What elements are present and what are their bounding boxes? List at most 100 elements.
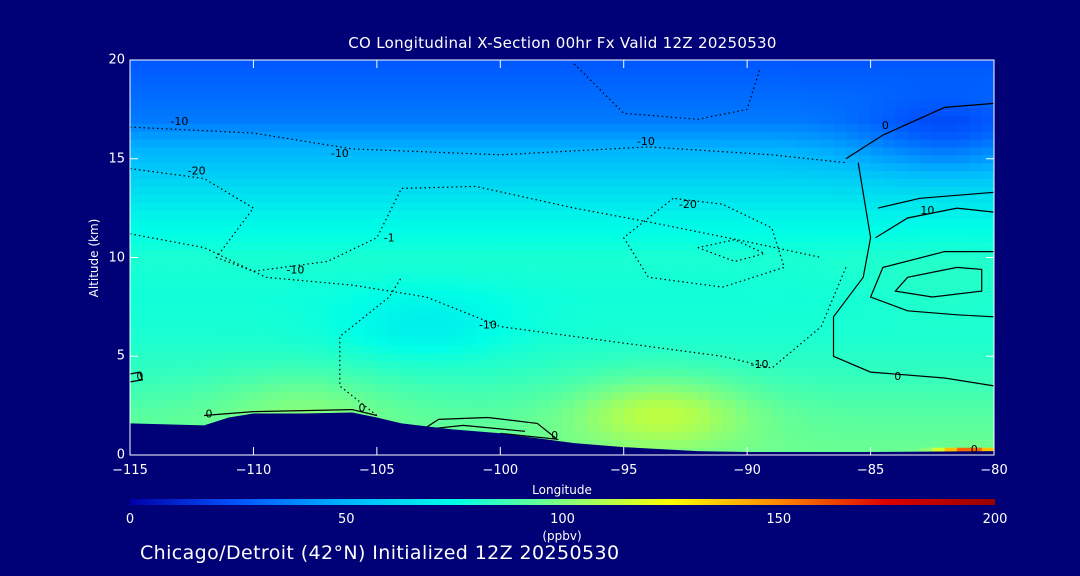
heat-cell [747, 162, 761, 172]
heat-cell [426, 360, 440, 369]
heat-cell [167, 162, 180, 172]
heat-cell [685, 415, 699, 424]
heat-cell [919, 328, 933, 338]
heat-cell [821, 186, 835, 195]
heat-cell [685, 368, 699, 377]
heat-cell [969, 107, 983, 116]
heat-cell [907, 218, 921, 227]
heat-cell [833, 186, 847, 195]
heat-cell [833, 265, 847, 274]
heat-cell [784, 304, 798, 314]
heat-cell [302, 399, 316, 409]
heat-cell [660, 146, 674, 156]
heat-cell [204, 304, 217, 314]
heat-cell [241, 131, 255, 140]
heat-cell [216, 139, 230, 148]
heat-cell [623, 83, 637, 93]
heat-cell [241, 336, 255, 345]
heat-cell [611, 67, 625, 77]
heat-cell [364, 257, 378, 266]
heat-cell [981, 289, 994, 298]
heat-cell [315, 75, 329, 85]
heat-cell [413, 415, 427, 424]
heat-cell [907, 320, 921, 330]
heat-cell [969, 328, 983, 338]
heat-cell [673, 139, 687, 148]
heat-cell [216, 297, 230, 306]
heat-cell [771, 146, 785, 156]
heat-cell [759, 249, 773, 259]
heat-cell [154, 186, 168, 195]
heat-cell [487, 139, 501, 148]
heat-cell [759, 162, 773, 172]
heat-cell [784, 297, 798, 306]
heat-cell [154, 115, 168, 124]
heat-cell [339, 360, 353, 369]
heat-cell [426, 202, 440, 211]
heat-cell [216, 336, 230, 345]
heat-cell [956, 320, 970, 330]
heat-cell [956, 154, 970, 164]
heat-cell [142, 399, 156, 409]
heat-cell [599, 131, 612, 140]
heat-cell [278, 336, 292, 345]
heat-cell [228, 67, 242, 77]
heat-cell [611, 218, 625, 227]
heat-cell [204, 241, 217, 251]
heat-cell [747, 210, 761, 219]
heat-cell [895, 383, 909, 393]
heat-cell [290, 99, 304, 108]
heat-cell [241, 297, 255, 306]
heat-cell [895, 178, 909, 187]
heat-cell [734, 107, 748, 116]
heat-cell [771, 391, 785, 401]
heat-cell [599, 423, 612, 432]
heat-cell [599, 360, 612, 369]
heat-cell [623, 328, 637, 338]
heat-cell [956, 67, 970, 77]
heat-cell [599, 83, 612, 93]
heat-cell [697, 304, 711, 314]
heat-cell [167, 407, 180, 417]
heat-cell [228, 312, 242, 322]
heat-cell [944, 281, 958, 290]
heat-cell [179, 99, 193, 108]
heat-cell [784, 407, 798, 417]
heat-cell [450, 233, 464, 243]
heat-cell [685, 360, 699, 369]
heat-cell [154, 194, 168, 203]
heat-cell [956, 162, 970, 172]
heat-cell [895, 407, 909, 417]
heat-cell [759, 194, 773, 203]
heat-cell [759, 368, 773, 377]
heat-cell [697, 210, 711, 219]
heat-cell [599, 289, 612, 298]
heat-cell [204, 297, 217, 306]
heat-cell [265, 376, 279, 385]
heat-cell [673, 131, 687, 140]
heat-cell [784, 257, 798, 266]
heat-cell [204, 131, 217, 140]
heat-cell [611, 383, 625, 393]
heat-cell [697, 162, 711, 172]
heat-cell [450, 352, 464, 361]
heat-cell [944, 249, 958, 259]
heat-cell [154, 391, 168, 401]
heat-cell [216, 170, 230, 180]
heat-cell [191, 60, 205, 69]
heat-cell [858, 423, 872, 432]
heat-cell [882, 320, 896, 330]
heat-cell [981, 383, 994, 393]
heat-cell [154, 162, 168, 172]
heat-cell [907, 391, 921, 401]
heat-cell [673, 233, 687, 243]
heat-cell [339, 281, 353, 290]
heat-cell [401, 107, 415, 116]
heat-cell [870, 297, 884, 306]
heat-cell [808, 297, 822, 306]
heat-cell [648, 139, 662, 148]
heat-cell [636, 123, 649, 132]
heat-cell [376, 123, 390, 132]
heat-cell [487, 131, 501, 140]
heat-cell [524, 60, 538, 69]
